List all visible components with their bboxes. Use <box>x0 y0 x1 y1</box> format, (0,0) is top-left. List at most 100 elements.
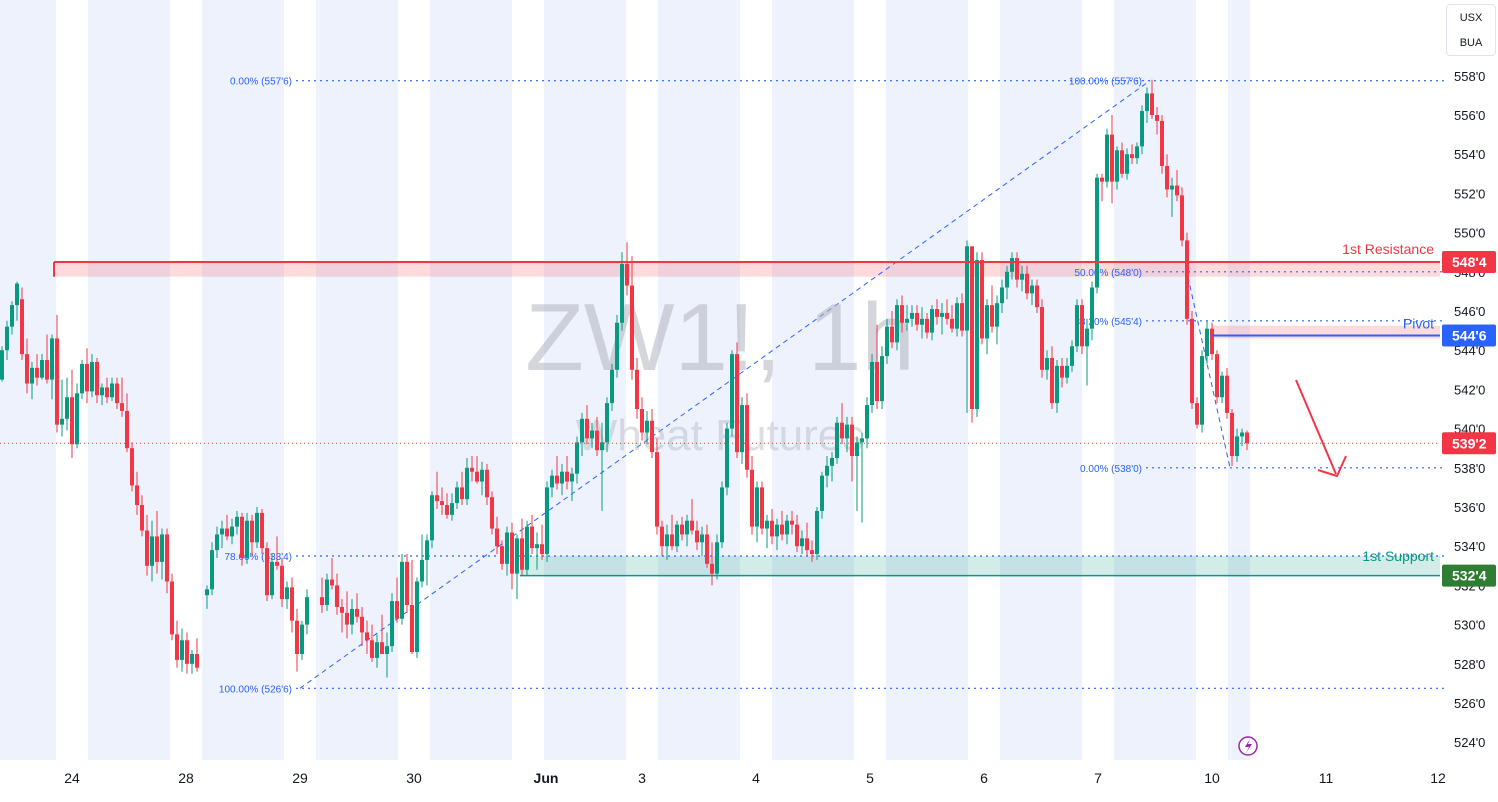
candle-down <box>990 285 994 333</box>
candle-body <box>530 526 534 549</box>
candle-body <box>660 526 664 547</box>
fib-label: 0.00% (557'6) <box>230 77 292 88</box>
candle-down <box>55 314 59 433</box>
candle-body <box>445 505 449 515</box>
candle-down <box>925 312 929 339</box>
candle-body <box>50 338 54 380</box>
candle-body <box>285 587 289 600</box>
candle-down <box>240 512 244 566</box>
candle-up <box>1085 318 1089 386</box>
session-band <box>1228 0 1250 760</box>
candle-body <box>630 285 634 370</box>
candle-down <box>345 591 349 639</box>
candle-body <box>610 369 614 404</box>
candle-body <box>205 589 209 596</box>
candle-up <box>1005 265 1009 300</box>
candle-up <box>1115 146 1119 190</box>
fib-label: 78.60% (533'4) <box>224 552 292 563</box>
candle-body <box>905 318 909 323</box>
candle-body <box>320 597 324 605</box>
candle-body <box>185 640 189 664</box>
candle-body <box>300 624 304 654</box>
candle-body <box>680 524 684 535</box>
candle-body <box>545 487 549 555</box>
candle-body <box>900 305 904 323</box>
session-band <box>430 0 512 760</box>
candle-body <box>615 322 619 370</box>
candle-body <box>800 538 804 547</box>
candle-body <box>1235 436 1239 457</box>
candle-body <box>885 326 889 357</box>
candle-body <box>1200 356 1204 425</box>
candle-down <box>1035 279 1039 313</box>
candle-up <box>895 299 899 351</box>
candle-body <box>1220 375 1224 398</box>
candle-up <box>1125 148 1129 180</box>
candle-down <box>1150 79 1154 119</box>
watermark-description: Wheat Futures <box>576 411 865 460</box>
candle-up <box>465 458 469 506</box>
candle-body <box>40 360 44 378</box>
candle-body <box>1045 358 1049 370</box>
price-tick: 544'0 <box>1454 343 1485 358</box>
candle-body <box>690 520 694 531</box>
candle-body <box>540 544 544 555</box>
candle-up <box>180 628 184 672</box>
candle-up <box>570 467 574 502</box>
units-box[interactable]: USX BUA <box>1446 4 1496 56</box>
candle-body <box>1210 328 1214 355</box>
candle-body <box>375 642 379 658</box>
candle-down <box>25 338 29 394</box>
projection-arrow <box>1295 379 1347 478</box>
candle-body <box>160 534 164 562</box>
candle-body <box>1000 287 1004 304</box>
candle-down <box>365 620 369 654</box>
candle-body <box>830 458 834 466</box>
candle-body <box>515 538 519 574</box>
candle-up <box>285 581 289 609</box>
candle-body <box>210 550 214 590</box>
candle-down <box>1165 154 1169 198</box>
candle-body <box>1100 177 1104 182</box>
candle-down <box>275 536 279 570</box>
candle-body <box>970 246 974 409</box>
candle-body <box>820 475 824 511</box>
candle-down <box>120 377 124 417</box>
candle-down <box>1040 299 1044 378</box>
support-zone <box>520 556 1440 576</box>
candle-down <box>485 463 489 506</box>
candle-body <box>360 616 364 633</box>
candle-down <box>510 522 514 590</box>
candle-up <box>800 530 804 555</box>
candle-up <box>885 318 889 364</box>
candle-body <box>1240 432 1244 437</box>
candle-down <box>960 293 964 337</box>
price-badges: 548'4 544'6 539'2 532'4 <box>1442 251 1496 587</box>
candle-body <box>695 530 699 543</box>
candle-up <box>205 585 209 609</box>
candle-down <box>1245 430 1249 451</box>
fib-label: 100.00% (557'6) <box>1069 77 1142 88</box>
candle-body <box>100 387 104 396</box>
candle-down <box>915 305 919 331</box>
candle-body <box>890 326 894 343</box>
time-tick: 28 <box>178 770 194 786</box>
fib-label: 50.00% (548'0) <box>1074 268 1142 279</box>
candle-body <box>340 606 344 613</box>
candle-body <box>620 263 624 323</box>
candle-down <box>1230 409 1234 466</box>
candle-down <box>635 358 639 419</box>
lightning-icon[interactable] <box>1238 736 1258 756</box>
candle-body <box>0 350 4 380</box>
candle-down <box>195 638 199 672</box>
price-tick: 528'0 <box>1454 657 1485 672</box>
units-measure: BUA <box>1459 36 1483 49</box>
candle-up <box>270 554 274 600</box>
candle-down <box>320 577 324 613</box>
candle-up <box>645 410 649 445</box>
candle-down <box>250 514 254 556</box>
candle-body <box>960 303 964 331</box>
candle-body <box>935 309 939 317</box>
